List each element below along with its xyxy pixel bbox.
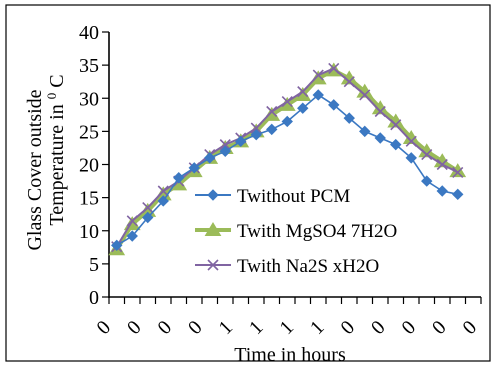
data-point <box>281 95 293 108</box>
data-point <box>250 128 262 141</box>
data-point <box>126 215 138 227</box>
legend-item: Twithout PCM <box>195 186 350 207</box>
y-tick-label: 30 <box>79 88 99 110</box>
legend-marker <box>207 259 219 271</box>
data-point <box>359 125 371 138</box>
legend-label: Twith Na2S xH2O <box>237 256 379 277</box>
data-point <box>405 152 417 164</box>
data-point <box>436 158 448 171</box>
data-point <box>343 112 355 124</box>
y-axis-title-line1: Glass Cover outside <box>24 89 46 250</box>
data-point <box>219 139 231 151</box>
data-point <box>173 172 185 184</box>
data-point <box>390 119 402 131</box>
y-tick-label: 40 <box>79 22 99 44</box>
y-tick-label: 20 <box>79 155 99 177</box>
data-point <box>421 148 433 161</box>
series-group <box>108 62 467 256</box>
data-point <box>126 230 138 242</box>
y-tick-label: 5 <box>89 254 99 276</box>
y-axis-title-text: Temperature in <box>46 104 68 225</box>
legend-marker <box>204 222 222 236</box>
y-tick-label: 25 <box>79 121 99 143</box>
legend-label: Twithout PCM <box>237 186 350 207</box>
series-0 <box>111 89 464 252</box>
data-point <box>142 211 154 224</box>
series-1 <box>108 62 467 256</box>
y-axis-title-unit: C <box>46 74 68 87</box>
data-point <box>374 105 386 118</box>
data-point <box>235 135 247 148</box>
x-axis-title: Time in hours <box>234 344 346 366</box>
data-point <box>309 70 327 85</box>
legend-item: Twith Na2S xH2O <box>195 256 379 277</box>
legend-item: Twith MgSO4 7H2O <box>195 221 397 242</box>
y-axis: 0 5 10 15 20 25 30 35 40 <box>79 22 110 309</box>
data-point <box>111 239 123 252</box>
y-axis-title-line2: Temperature in 0 C <box>39 74 68 225</box>
y-tick-label: 10 <box>79 221 99 243</box>
data-point <box>157 185 169 197</box>
data-point <box>204 152 216 164</box>
data-point <box>219 145 231 157</box>
data-point <box>157 195 169 207</box>
legend-label: Twith MgSO4 7H2O <box>237 221 397 242</box>
data-point <box>142 201 154 214</box>
data-point <box>328 99 340 111</box>
data-point <box>250 122 262 134</box>
data-point <box>263 106 281 121</box>
data-point <box>343 76 355 88</box>
data-point <box>359 89 371 101</box>
data-point <box>266 105 278 118</box>
data-point <box>312 89 324 101</box>
y-tick-label: 15 <box>79 188 99 210</box>
data-point <box>281 115 293 128</box>
data-point <box>390 138 402 151</box>
y-tick-label: 35 <box>79 55 99 77</box>
data-point <box>312 69 324 81</box>
y-tick-label: 0 <box>89 287 99 309</box>
data-point <box>374 132 386 144</box>
data-point <box>266 123 278 136</box>
data-point <box>405 135 417 147</box>
data-point <box>452 166 464 179</box>
y-axis-title-degree: 0 <box>44 93 59 100</box>
data-point <box>452 188 464 201</box>
data-point <box>188 162 200 174</box>
data-point <box>297 102 309 114</box>
data-point <box>328 62 340 75</box>
data-point <box>297 86 309 98</box>
legend-marker <box>207 189 219 201</box>
data-point <box>421 175 433 187</box>
legend: Twithout PCM Twith MgSO4 7H2O Twith Na2S x… <box>195 186 397 277</box>
data-point <box>436 185 448 197</box>
